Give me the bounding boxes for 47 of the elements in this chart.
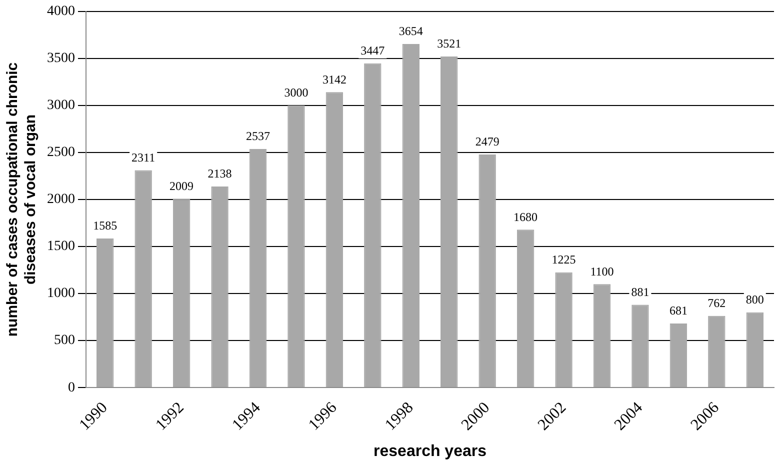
y-tick-label: 2500 (47, 145, 75, 160)
data-label: 2009 (170, 178, 194, 193)
y-tick-label: 500 (54, 333, 75, 348)
data-label: 2311 (132, 150, 156, 164)
data-label: 1100 (590, 264, 614, 278)
data-label: 3000 (284, 86, 308, 100)
bar (670, 324, 688, 388)
data-label: 681 (669, 304, 688, 318)
data-label: 881 (631, 284, 650, 299)
bar (326, 92, 344, 388)
bar (746, 312, 764, 388)
bar (555, 272, 572, 388)
data-label: 1585 (93, 218, 118, 233)
y-tick-label: 4000 (47, 4, 75, 20)
bar (96, 238, 114, 388)
bar (172, 198, 190, 388)
y-tick-label: 3000 (47, 98, 75, 114)
data-label: 2537 (246, 129, 270, 144)
y-tick-label: 1000 (47, 286, 75, 302)
data-label: 3447 (360, 44, 385, 58)
bar (478, 154, 496, 388)
data-label: 2479 (475, 134, 500, 149)
x-axis-title: research years (374, 442, 487, 460)
y-tick-label: 3500 (47, 51, 75, 66)
data-label: 3654 (398, 24, 423, 38)
bar (516, 230, 534, 388)
bar (593, 284, 611, 388)
data-label: 1680 (514, 210, 538, 224)
bar (134, 170, 152, 388)
bar (211, 186, 228, 388)
bar (249, 148, 267, 388)
y-tick-label: 1500 (47, 239, 75, 254)
data-label: 762 (708, 296, 726, 310)
bar (440, 56, 458, 388)
y-tick-label: 0 (68, 380, 75, 396)
y-tick-label: 2000 (47, 192, 75, 208)
data-label: 3142 (322, 72, 346, 86)
data-label: 3521 (437, 36, 462, 51)
bar (288, 105, 305, 388)
bar (708, 316, 726, 388)
data-label: 800 (746, 292, 764, 307)
y-axis-title: number of cases occupational chronic diseases of vocal organ (4, 62, 40, 337)
bar (632, 304, 649, 388)
bar (402, 44, 420, 388)
bar (364, 63, 382, 388)
data-label: 2138 (208, 166, 232, 181)
data-label: 1225 (552, 252, 576, 267)
